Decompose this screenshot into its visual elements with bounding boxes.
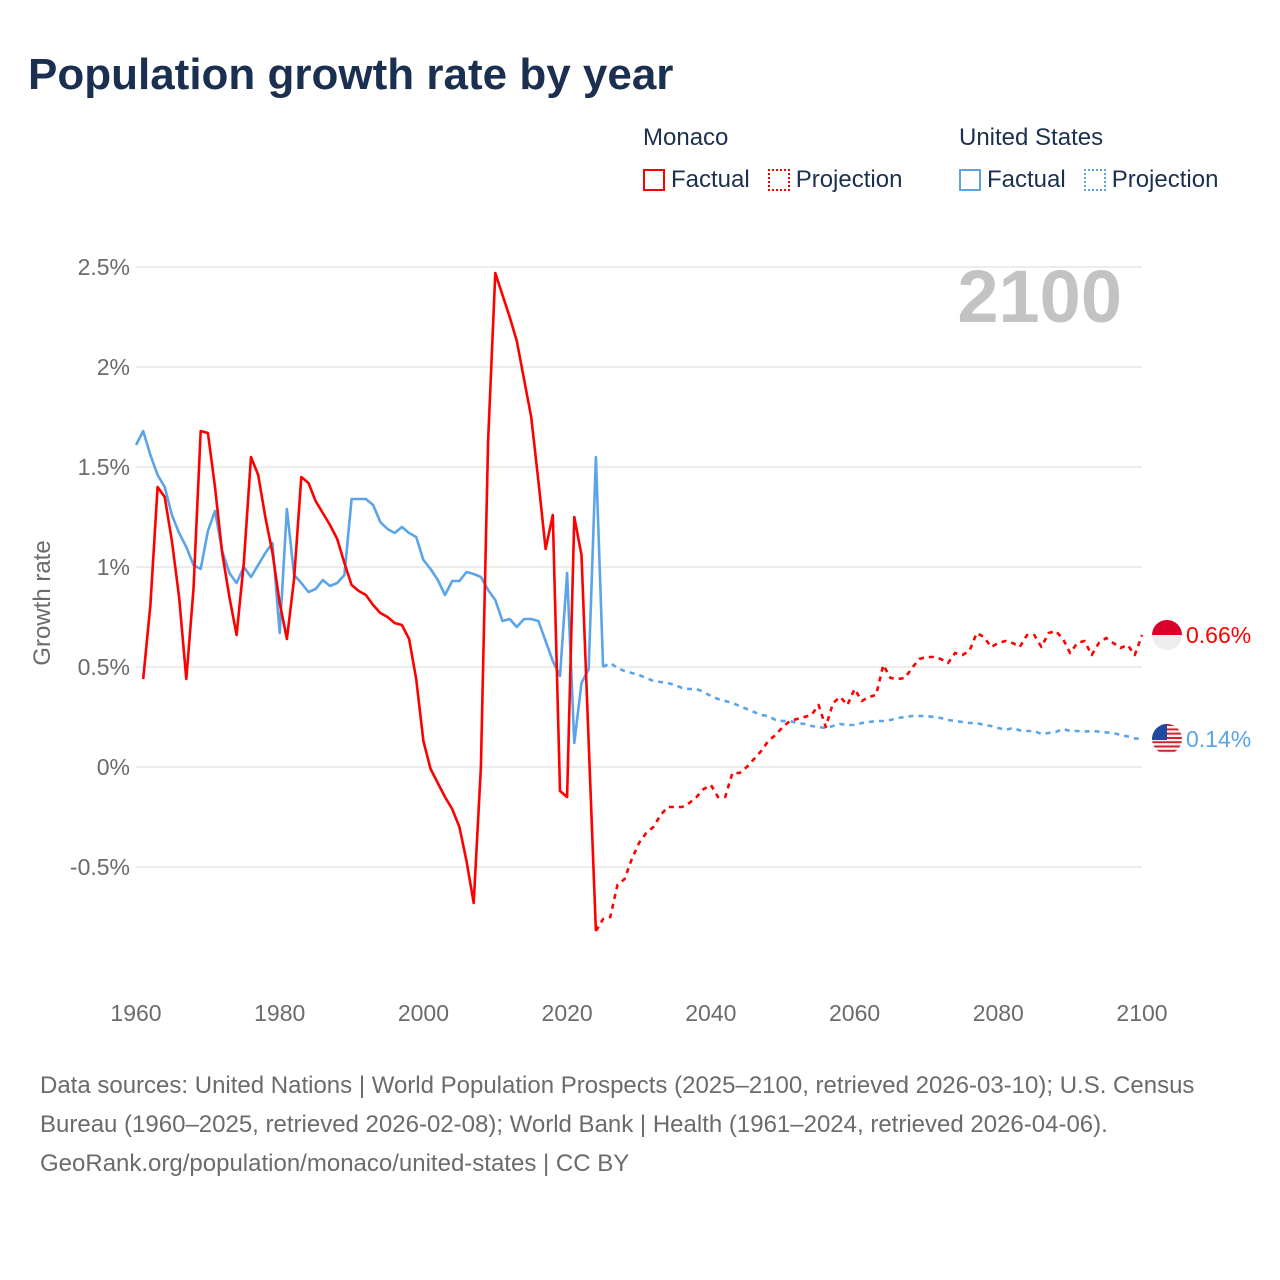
x-tick-label: 2000 — [398, 1000, 449, 1026]
us-factual-line — [134, 429, 605, 745]
line-chart: 2.5% 2% 1.5% 1% 0.5% 0% -0.5% 1960 1980 2000 2020… — [29, 254, 1251, 1026]
x-tick-label: 2100 — [1116, 1000, 1167, 1026]
x-tick-label: 1960 — [110, 1000, 161, 1026]
legend-label: Projection — [1111, 166, 1219, 193]
x-tick-label: 1980 — [254, 1000, 305, 1026]
us-flag-icon — [1152, 724, 1182, 754]
footer: Data sources: United Nations | World Pop… — [40, 1066, 1230, 1183]
dotted-swatch-icon — [1083, 169, 1106, 191]
credit-link[interactable]: GeoRank.org/population/monaco/united-sta… — [40, 1150, 630, 1177]
us-projection-line — [602, 661, 1143, 741]
y-tick-label: 1.5% — [78, 454, 130, 480]
dotted-swatch-icon — [767, 169, 790, 191]
current-year-watermark: 2100 — [957, 255, 1122, 338]
legend-item-us-factual[interactable]: Factual — [959, 166, 1066, 194]
legend-monaco: Monaco Factual Projection — [643, 124, 902, 194]
monaco-factual-line — [141, 271, 598, 932]
x-tick-label: 2080 — [973, 1000, 1024, 1026]
y-axis-ticks: 2.5% 2% 1.5% 1% 0.5% 0% -0.5% — [70, 254, 130, 880]
end-value-label: 0.66% — [1186, 622, 1251, 648]
data-sources: Data sources: United Nations | World Pop… — [40, 1072, 1195, 1138]
chart-title: Population growth rate by year — [28, 50, 674, 99]
legend-united-states: United States Factual Projection — [959, 124, 1218, 194]
x-axis-ticks: 1960 1980 2000 2020 2040 2060 2080 2100 — [110, 1000, 1167, 1026]
y-tick-label: -0.5% — [70, 854, 130, 880]
legend-group-name: United States — [959, 124, 1104, 151]
end-labels: 0.66% 0.14% — [1152, 620, 1251, 754]
monaco-flag-icon — [1152, 620, 1182, 650]
solid-swatch-icon — [643, 169, 665, 191]
solid-swatch-icon — [959, 169, 981, 191]
legend-item-us-projection[interactable]: Projection — [1083, 166, 1219, 194]
x-tick-label: 2060 — [829, 1000, 880, 1026]
series-lines — [134, 271, 1144, 932]
legend-label: Factual — [987, 166, 1066, 193]
gridlines — [136, 266, 1142, 868]
y-tick-label: 2% — [97, 354, 130, 380]
end-value-label: 0.14% — [1186, 726, 1251, 752]
legend-label: Projection — [795, 166, 903, 193]
legend-item-monaco-projection[interactable]: Projection — [767, 166, 903, 194]
legend-label: Factual — [671, 166, 750, 193]
x-tick-label: 2020 — [542, 1000, 593, 1026]
legend-item-monaco-factual[interactable]: Factual — [643, 166, 750, 194]
y-tick-label: 1% — [97, 554, 130, 580]
monaco-projection-line — [594, 629, 1144, 932]
y-axis-label: Growth rate — [29, 540, 56, 665]
x-tick-label: 2040 — [685, 1000, 736, 1026]
y-tick-label: 0.5% — [78, 654, 130, 680]
y-tick-label: 0% — [97, 754, 130, 780]
y-tick-label: 2.5% — [78, 254, 130, 280]
legend-group-name: Monaco — [643, 124, 729, 151]
